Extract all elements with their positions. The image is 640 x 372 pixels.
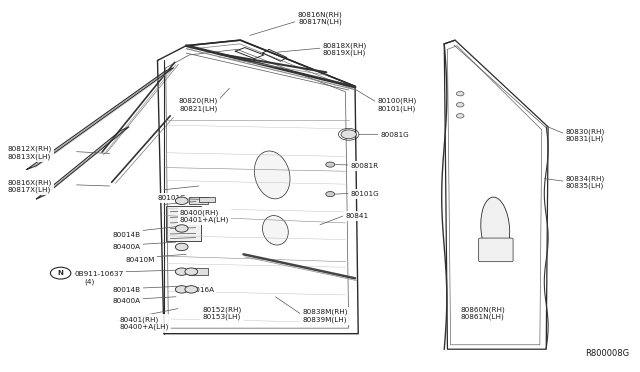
Text: 80400A: 80400A: [113, 298, 141, 304]
Ellipse shape: [262, 216, 288, 245]
Text: 80820(RH)
80821(LH): 80820(RH) 80821(LH): [179, 98, 218, 112]
Text: N: N: [58, 270, 63, 276]
Text: R800008G: R800008G: [585, 349, 629, 358]
Text: 80816N(RH)
80817N(LH): 80816N(RH) 80817N(LH): [298, 11, 342, 25]
Circle shape: [341, 130, 356, 139]
Circle shape: [185, 268, 198, 275]
FancyBboxPatch shape: [479, 238, 513, 262]
Circle shape: [175, 197, 188, 205]
Text: 80401(RH)
80400+A(LH): 80401(RH) 80400+A(LH): [119, 316, 169, 330]
Ellipse shape: [481, 197, 509, 260]
Text: 80818X(RH)
80819X(LH): 80818X(RH) 80819X(LH): [322, 42, 366, 57]
Text: 80841: 80841: [346, 213, 369, 219]
Text: 80101C: 80101C: [157, 195, 186, 201]
Circle shape: [456, 113, 464, 118]
Text: 80081G: 80081G: [381, 132, 410, 138]
Text: 0B911-10637: 0B911-10637: [75, 271, 124, 277]
Text: 80860N(RH)
80861N(LH): 80860N(RH) 80861N(LH): [460, 307, 505, 320]
Circle shape: [175, 268, 188, 275]
Bar: [189, 268, 209, 275]
Text: 80830(RH)
80831(LH): 80830(RH) 80831(LH): [565, 128, 605, 142]
Circle shape: [175, 225, 188, 232]
Circle shape: [51, 267, 71, 279]
Text: 80816X(RH)
80817X(LH): 80816X(RH) 80817X(LH): [8, 179, 52, 193]
Text: 80812X(RH)
80813X(LH): 80812X(RH) 80813X(LH): [8, 146, 52, 160]
Text: 80152(RH)
80153(LH): 80152(RH) 80153(LH): [202, 307, 241, 320]
Text: 80101G: 80101G: [351, 191, 380, 197]
Text: 80400(RH)
80401+A(LH): 80400(RH) 80401+A(LH): [180, 209, 229, 223]
Circle shape: [175, 286, 188, 293]
Text: 80400A: 80400A: [113, 244, 141, 250]
Ellipse shape: [254, 151, 290, 199]
Bar: [189, 197, 209, 205]
Circle shape: [185, 286, 198, 293]
Circle shape: [456, 92, 464, 96]
Text: 80838M(RH)
80839M(LH): 80838M(RH) 80839M(LH): [302, 309, 348, 323]
Text: 80081R: 80081R: [351, 163, 379, 169]
Circle shape: [175, 243, 188, 251]
Bar: [199, 197, 215, 202]
Text: 80100(RH)
80101(LH): 80100(RH) 80101(LH): [378, 98, 417, 112]
Text: 80410M: 80410M: [125, 257, 155, 263]
Text: (4): (4): [84, 279, 95, 285]
Circle shape: [326, 192, 335, 197]
Circle shape: [326, 162, 335, 167]
Circle shape: [456, 103, 464, 107]
Text: 80016A: 80016A: [186, 287, 214, 293]
Text: 80834(RH)
80835(LH): 80834(RH) 80835(LH): [565, 175, 605, 189]
Text: 80014B: 80014B: [113, 232, 141, 238]
Bar: [166, 206, 201, 241]
Text: 80014B: 80014B: [113, 287, 141, 293]
